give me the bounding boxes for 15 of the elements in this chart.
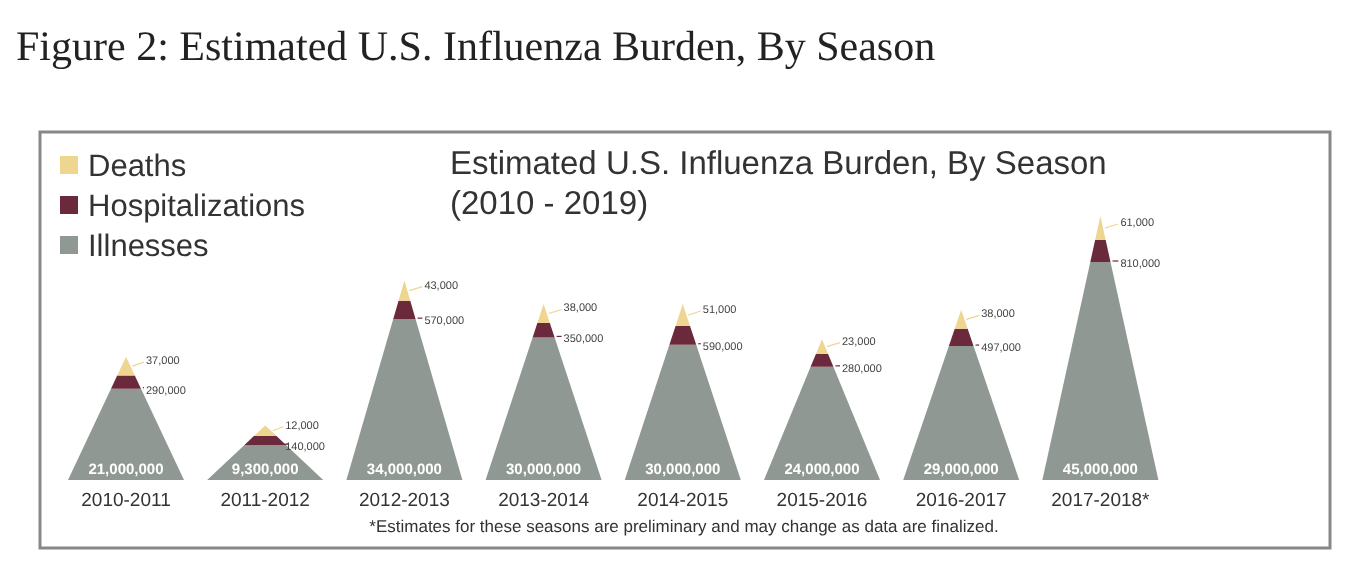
category-label: 2015-2016 bbox=[776, 490, 868, 512]
category-label: 2010-2011 bbox=[81, 490, 171, 512]
legend-label: Deaths bbox=[88, 150, 187, 184]
text: *Estimates for these seasons are preliminary and may change as data are finalized. bbox=[369, 516, 999, 536]
caption: Figure 2: Estimated U.S. Influenza Burden, By Season bbox=[16, 22, 937, 70]
category-label: 2017-2018* bbox=[1051, 490, 1151, 512]
category-label: 2011-2012 bbox=[220, 490, 310, 512]
category-label: 2013-2014 bbox=[498, 490, 590, 512]
category-label: 2014-2015 bbox=[637, 490, 729, 512]
legend-label: Illnesses bbox=[88, 230, 210, 264]
category-label: 2012-2013 bbox=[358, 490, 450, 512]
text: Estimated U.S. Influenza Burden, By Season bbox=[450, 146, 1107, 182]
category-label: 2016-2017 bbox=[915, 490, 1007, 512]
text: (2010 - 2019) bbox=[450, 186, 649, 222]
legend-label: Hospitalizations bbox=[88, 190, 306, 224]
